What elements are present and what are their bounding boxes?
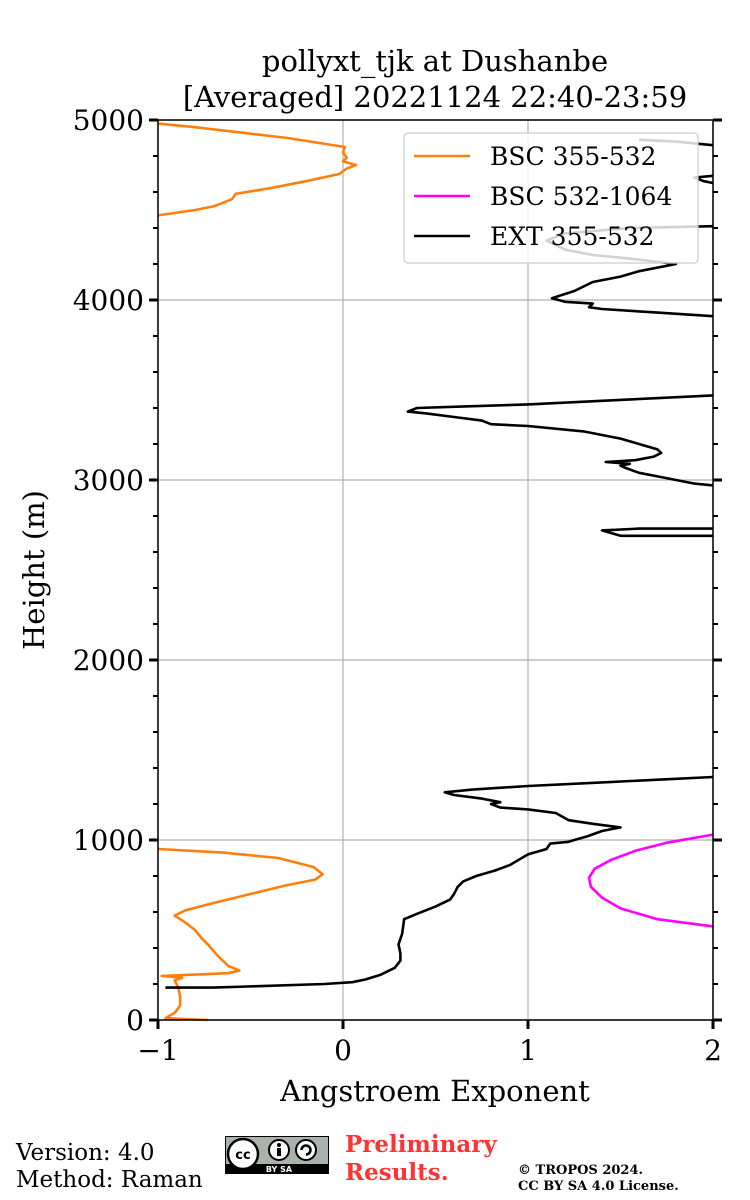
plot-frame (157, 119, 714, 1021)
series-line (406, 394, 714, 487)
series-line (587, 833, 714, 928)
y-tick-label: 4000 (73, 284, 144, 317)
x-tick-label: 0 (334, 1034, 352, 1067)
series-line (165, 775, 714, 989)
legend-label: EXT 355-532 (490, 222, 655, 251)
legend-box (403, 132, 699, 264)
preliminary-results-text: Preliminary Results. (345, 1131, 497, 1187)
x-tick-label: 2 (704, 1034, 722, 1067)
copyright-text: © TROPOS 2024. CC BY SA 4.0 License. (518, 1163, 679, 1195)
svg-text:cc: cc (235, 1148, 250, 1163)
chart-subtitle: [Averaged] 20221124 22:40-23:59 (183, 80, 687, 114)
legend: BSC 355-532 BSC 532-1064 EXT 355-532 (403, 132, 699, 264)
x-tick-label: 1 (519, 1034, 537, 1067)
x-axis-label: Angstroem Exponent (279, 1074, 590, 1108)
y-tick-label: 1000 (73, 824, 144, 857)
series-layer (157, 122, 714, 1022)
x-tick-label: −1 (137, 1034, 178, 1067)
series-line (693, 174, 714, 185)
preliminary-line-2: Results. (345, 1159, 449, 1186)
method-text: Method: Raman (16, 1167, 203, 1193)
legend-label: BSC 532-1064 (490, 182, 672, 211)
version-text: Version: 4.0 (16, 1140, 155, 1166)
preliminary-line-1: Preliminary (345, 1131, 497, 1158)
cc-by-sa-icon: cc BY SA (225, 1136, 329, 1174)
series-line (600, 527, 713, 538)
y-tick-label: 3000 (73, 464, 144, 497)
copyright-line-2: CC BY SA 4.0 License. (518, 1179, 679, 1194)
chart-title: pollyxt_tjk at Dushanbe (262, 44, 608, 79)
license-badge-text: BY SA (266, 1165, 293, 1174)
y-axis-label: Height (m) (17, 490, 51, 650)
legend-label: BSC 355-532 (490, 142, 656, 171)
y-tick-label: 2000 (73, 644, 144, 677)
y-tick-label: 5000 (73, 104, 144, 137)
copyright-line-1: © TROPOS 2024. (518, 1163, 644, 1178)
series-line (157, 847, 324, 1022)
y-tick-label: 0 (126, 1004, 144, 1037)
series-line (157, 122, 358, 217)
